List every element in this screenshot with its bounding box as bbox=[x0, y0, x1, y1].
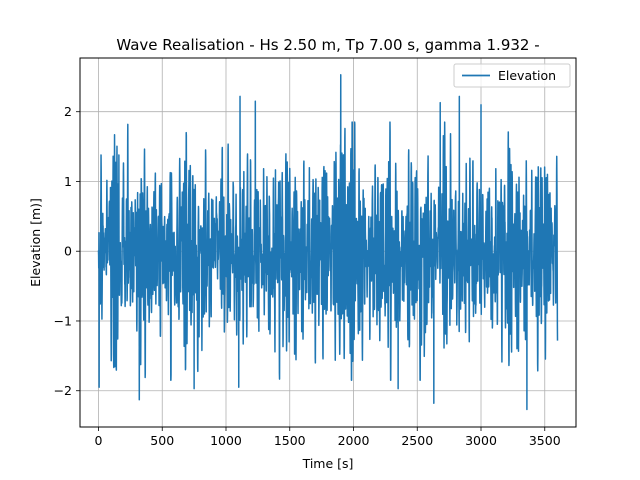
y-tick-label: 0 bbox=[64, 244, 72, 259]
x-axis-label: Time [s] bbox=[302, 456, 354, 471]
x-tick-label: 500 bbox=[150, 433, 174, 448]
x-tick-label: 1500 bbox=[274, 433, 306, 448]
legend-box bbox=[453, 63, 571, 88]
y-tick-label: −1 bbox=[54, 313, 72, 328]
x-tick-label: 3000 bbox=[465, 433, 497, 448]
legend: Elevation bbox=[453, 63, 571, 88]
chart-title: Wave Realisation - Hs 2.50 m, Tp 7.00 s,… bbox=[116, 36, 539, 54]
x-tick-label: 3500 bbox=[529, 433, 561, 448]
axis-ticks: 0 500 1000 1500 2000 2500 3000 3500 −2 −1 0 1 2 bbox=[54, 104, 561, 448]
x-tick-label: 2500 bbox=[401, 433, 433, 448]
x-tick-label: 0 bbox=[95, 433, 103, 448]
x-tick-label: 2000 bbox=[338, 433, 370, 448]
y-tick-label: −2 bbox=[54, 383, 72, 398]
axes-frame bbox=[79, 57, 577, 428]
x-tick-label: 1000 bbox=[210, 433, 242, 448]
series-line-elevation bbox=[97, 73, 559, 411]
y-tick-label: 2 bbox=[64, 104, 72, 119]
plot-area bbox=[97, 73, 559, 411]
legend-label-elevation: Elevation bbox=[498, 68, 556, 83]
y-axis-label: Elevation [m)] bbox=[28, 198, 43, 287]
y-tick-label: 1 bbox=[64, 174, 72, 189]
